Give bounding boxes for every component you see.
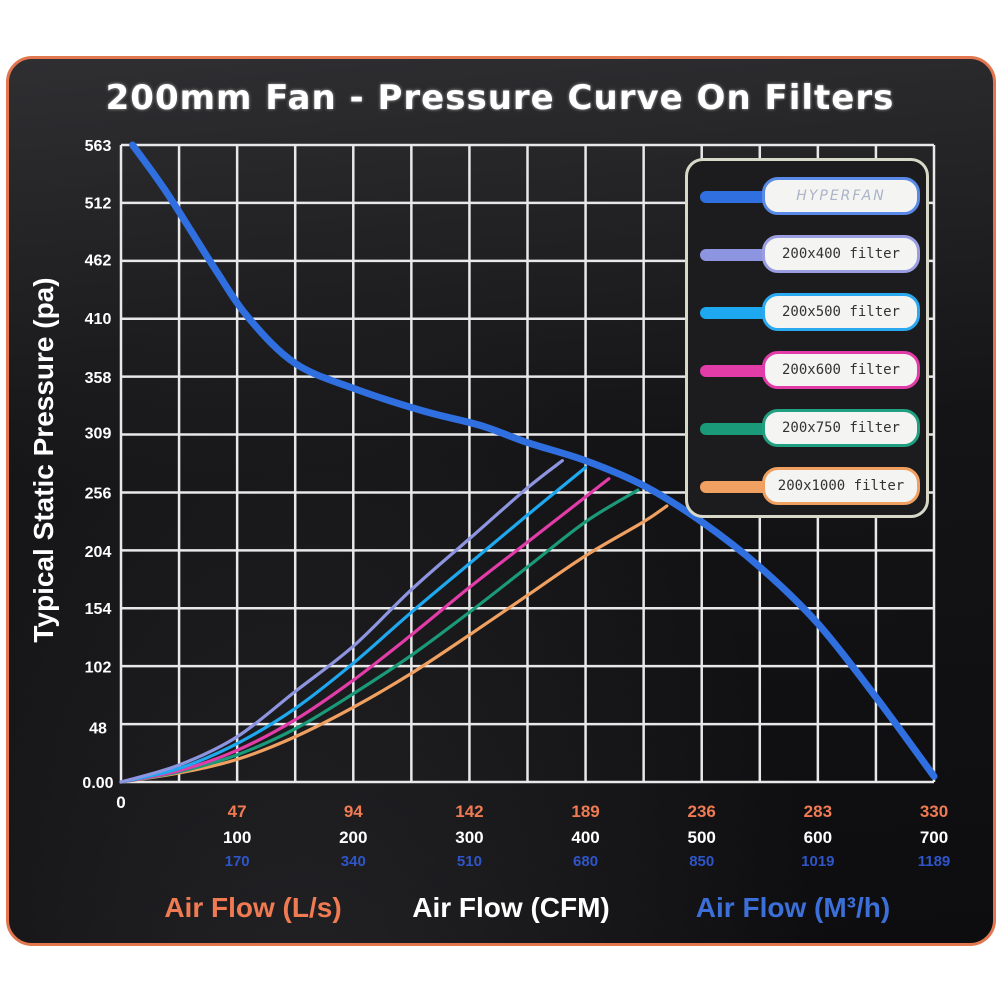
- x-tick-label-cfm: 500: [688, 828, 716, 847]
- legend-item: HYPERFAN: [700, 177, 922, 217]
- filter-curve-line: [119, 465, 588, 784]
- x-tick-label-m3h: 850: [689, 853, 714, 870]
- legend-swatch: [700, 481, 770, 493]
- legend-label-text: 200x500 filter: [781, 304, 900, 320]
- y-tick-label: 48: [89, 721, 107, 738]
- legend-label-text: 200x600 filter: [781, 362, 900, 378]
- y-tick-label: 410: [85, 311, 112, 328]
- chart-title: 200mm Fan - Pressure Curve On Filters: [105, 78, 895, 118]
- y-tick-label: 358: [85, 370, 112, 387]
- x-tick-label-ls: 236: [688, 802, 716, 821]
- x-tick-label-m3h: 340: [341, 853, 366, 870]
- y-tick-labels: 563 512 462 410 358 309 256 204 154 102 48 0.00: [82, 138, 113, 792]
- y-tick-label: 462: [85, 252, 112, 269]
- legend-label: 200x600 filter: [762, 351, 920, 389]
- y-tick-label: 204: [85, 544, 112, 561]
- x-tick-label-m3h: 170: [225, 853, 250, 870]
- filter-curve-line: [119, 459, 564, 784]
- legend-item: 200x400 filter: [700, 235, 922, 275]
- legend-label-text: 200x400 filter: [781, 246, 900, 262]
- x-tick-label-ls: 283: [804, 802, 832, 821]
- legend-label-text: 200x1000 filter: [777, 478, 905, 494]
- x-tick-label-ls: 189: [571, 802, 599, 821]
- x-tick-label-m3h: 1189: [918, 853, 951, 870]
- y-tick-label: 0.00: [82, 775, 113, 792]
- legend-swatch: [700, 365, 770, 377]
- x-axis-label-cfm: Air Flow (CFM): [412, 892, 610, 923]
- legend-swatch: [700, 423, 770, 435]
- x-tick-label-cfm: 700: [920, 828, 948, 847]
- legend-swatch: [700, 249, 770, 261]
- x-tick-label-cfm: 100: [223, 828, 251, 847]
- y-tick-label: 102: [85, 660, 112, 677]
- x-tick-label-cfm: 600: [804, 828, 832, 847]
- x-tick-labels: 47 100 170 94 200 340 142 300 510 189 400 680 236 500…: [223, 802, 950, 870]
- legend-item: 200x600 filter: [700, 351, 922, 391]
- y-tick-label: 256: [85, 485, 112, 502]
- filter-curve-line: [119, 504, 669, 784]
- x-origin-label: 0: [116, 793, 125, 812]
- legend-label-text: 200x750 filter: [781, 420, 900, 436]
- legend-item: 200x750 filter: [700, 409, 922, 449]
- legend-label: HYPERFAN: [762, 177, 920, 215]
- x-tick-label-cfm: 400: [571, 828, 599, 847]
- legend-label: 200x750 filter: [762, 409, 920, 447]
- legend-swatch: [700, 307, 770, 319]
- legend-label: 200x1000 filter: [762, 467, 920, 505]
- legend-swatch: [700, 191, 770, 203]
- x-axis-label-ls: Air Flow (L/s): [164, 892, 341, 923]
- x-tick-label-m3h: 1019: [801, 853, 834, 870]
- curves: [119, 141, 938, 784]
- x-tick-label-ls: 47: [228, 802, 247, 821]
- x-tick-label-ls: 94: [344, 802, 363, 821]
- filter-curve-line: [119, 477, 611, 784]
- x-tick-label-cfm: 200: [339, 828, 367, 847]
- x-tick-label-m3h: 510: [457, 853, 482, 870]
- legend-label: 200x400 filter: [762, 235, 920, 273]
- x-axis-label-m3h: Air Flow (M³/h): [696, 892, 890, 923]
- x-tick-label-m3h: 680: [573, 853, 598, 870]
- legend-item: 200x500 filter: [700, 293, 922, 333]
- y-tick-label: 512: [85, 196, 112, 213]
- x-tick-label-ls: 330: [920, 802, 948, 821]
- y-axis-label: Typical Static Pressure (pa): [28, 277, 59, 642]
- y-tick-label: 563: [85, 138, 112, 155]
- legend-item: 200x1000 filter: [700, 467, 922, 507]
- legend-label: 200x500 filter: [762, 293, 920, 331]
- filter-curve-line: [119, 488, 640, 784]
- legend-label-text: HYPERFAN: [796, 188, 886, 204]
- fan-curve-line: [129, 141, 938, 780]
- x-tick-label-cfm: 300: [455, 828, 483, 847]
- y-tick-label: 309: [85, 425, 112, 442]
- x-tick-label-ls: 142: [455, 802, 483, 821]
- y-tick-label: 154: [85, 601, 112, 618]
- legend: HYPERFAN 200x400 filter 200x500 filter 200x…: [685, 158, 929, 518]
